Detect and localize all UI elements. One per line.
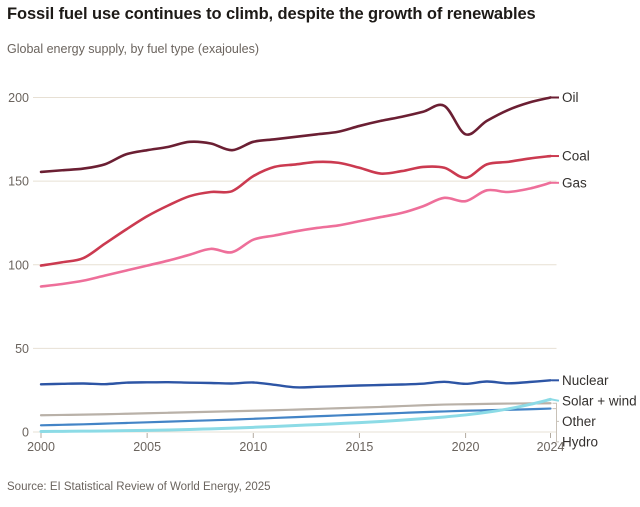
series-other-line (39, 402, 552, 417)
series-oil-label: Oil (562, 90, 579, 105)
series-other-leader (552, 402, 559, 422)
series-hydro-line (39, 407, 552, 427)
x-axis-tick-label: 2000 (27, 440, 55, 454)
x-axis-tick-label: 2005 (133, 440, 161, 454)
y-axis-tick-label: 150 (8, 175, 29, 189)
series-gas-line (39, 181, 552, 288)
series-solar-wind-leader (551, 398, 560, 402)
series-hydro-leader (552, 408, 559, 443)
chart-title: Fossil fuel use continues to climb, desp… (7, 5, 536, 23)
series-gas-label: Gas (562, 175, 587, 190)
y-axis-tick-label: 50 (15, 342, 29, 356)
series-hydro-label: Hydro (562, 434, 598, 449)
y-axis-tick-label: 0 (22, 426, 29, 440)
series-nuclear-line (39, 379, 552, 389)
x-axis-tick-label: 2010 (239, 440, 267, 454)
y-axis-tick-label: 200 (8, 91, 29, 105)
series-other-label: Other (562, 414, 596, 429)
x-axis-tick-label: 2020 (452, 440, 480, 454)
x-axis-tick-label: 2024 (537, 440, 565, 454)
series-solar-wind-label: Solar + wind (562, 393, 637, 408)
series-coal-label: Coal (562, 149, 590, 164)
series-solar-wind-line (39, 397, 552, 433)
x-axis-tick-label: 2015 (346, 440, 374, 454)
series-oil-line (39, 96, 552, 174)
source-note: Source: EI Statistical Review of World E… (7, 481, 271, 493)
series-nuclear-label: Nuclear (562, 373, 609, 388)
y-axis-tick-label: 100 (8, 258, 29, 272)
chart-subtitle: Global energy supply, by fuel type (exaj… (7, 42, 259, 56)
series-coal-line (39, 154, 552, 267)
